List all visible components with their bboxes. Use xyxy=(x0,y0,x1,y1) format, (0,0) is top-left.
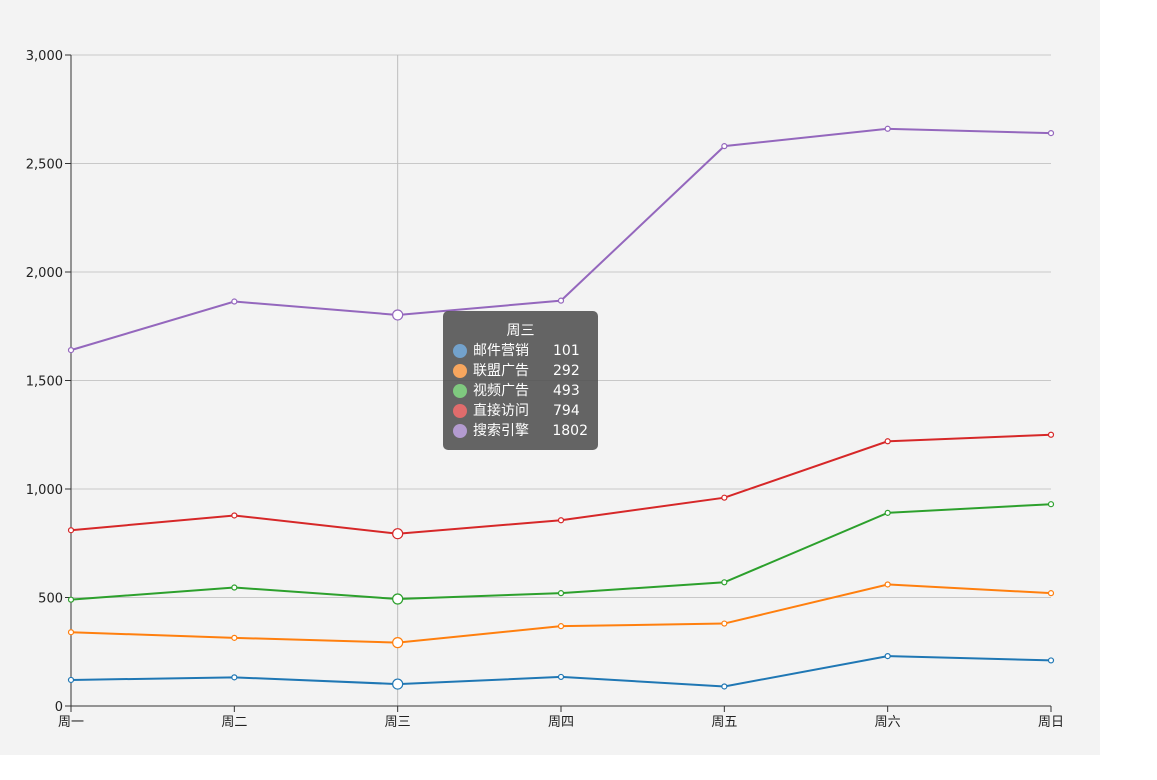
series-line xyxy=(70,655,1052,688)
tooltip-series-name: 搜索引擎 xyxy=(473,423,529,439)
tooltip-series-value: 292 xyxy=(553,363,580,379)
tooltip-row: 直接访问 794 xyxy=(453,401,588,421)
data-point[interactable] xyxy=(392,528,404,540)
data-point[interactable] xyxy=(557,297,565,304)
tooltip-series-name: 联盟广告 xyxy=(473,363,529,379)
tooltip-row: 联盟广告 292 xyxy=(453,361,588,381)
data-points xyxy=(67,125,1055,690)
x-tick-label: 周二 xyxy=(221,715,247,730)
line-chart: 05001,0001,5002,0002,5003,000周一 周二 周三 周四 周五周… xyxy=(26,49,1064,730)
x-tick-label: 周一 xyxy=(58,715,84,730)
y-tick-label: 500 xyxy=(38,592,63,607)
tooltip-series-name: 视频广告 xyxy=(473,383,529,399)
data-point[interactable] xyxy=(884,652,891,660)
data-point[interactable] xyxy=(1047,130,1055,137)
x-tick-label: 周三 xyxy=(385,715,411,730)
x-tick-label: 周日 xyxy=(1038,715,1064,730)
data-point[interactable] xyxy=(231,512,238,519)
y-tick-label: 3,000 xyxy=(26,49,63,64)
data-point[interactable] xyxy=(392,678,404,690)
data-point[interactable] xyxy=(557,673,565,681)
series-color-dot xyxy=(453,384,467,398)
tooltip-row: 视频广告 493 xyxy=(453,381,588,401)
series-color-dot xyxy=(453,424,467,438)
y-tick-label: 2,000 xyxy=(26,266,63,281)
data-point[interactable] xyxy=(884,509,891,516)
series-color-dot xyxy=(453,404,467,418)
data-point[interactable] xyxy=(231,634,238,641)
y-tick-label: 0 xyxy=(55,700,63,715)
tooltip: 周三 邮件营销 101 联盟广告 292 视频广告 493 直接访问 794 搜… xyxy=(443,311,598,450)
tooltip-series-name: 邮件营销 xyxy=(473,343,529,359)
chart-panel: 0 500 1,000 1,500 2,000 2,500 3,000 周一 周二 周三 周四 周五周… xyxy=(0,0,1100,755)
data-point[interactable] xyxy=(392,637,404,649)
data-point[interactable] xyxy=(721,494,728,501)
axes: 05001,0001,5002,0002,5003,000周一 周二 周三 周四 周五周… xyxy=(26,49,1064,730)
data-point[interactable] xyxy=(67,596,75,603)
tooltip-series-value: 101 xyxy=(553,343,580,359)
data-point[interactable] xyxy=(67,629,75,636)
data-point[interactable] xyxy=(1047,501,1055,508)
data-point[interactable] xyxy=(231,298,238,305)
data-point[interactable] xyxy=(721,620,728,627)
data-point[interactable] xyxy=(231,674,238,681)
data-point[interactable] xyxy=(721,579,728,586)
data-point[interactable] xyxy=(67,527,75,534)
data-point[interactable] xyxy=(67,676,75,684)
x-tick-label: 周六 xyxy=(875,715,901,730)
tooltip-row: 搜索引擎 1802 xyxy=(453,421,588,441)
data-point[interactable] xyxy=(721,143,728,150)
data-point[interactable] xyxy=(392,309,404,321)
y-tick-label: 2,500 xyxy=(26,158,63,173)
data-point[interactable] xyxy=(392,593,404,605)
data-point[interactable] xyxy=(1047,657,1055,664)
x-tick-label: 周四 xyxy=(548,715,574,730)
tooltip-series-value: 1802 xyxy=(552,423,588,439)
data-point[interactable] xyxy=(557,623,565,630)
tooltip-series-value: 794 xyxy=(553,403,580,419)
x-tick-label: 周五 xyxy=(711,715,737,730)
data-point[interactable] xyxy=(884,438,891,445)
tooltip-title: 周三 xyxy=(506,323,535,339)
data-point[interactable] xyxy=(1047,590,1055,597)
data-point[interactable] xyxy=(231,584,238,591)
data-point[interactable] xyxy=(884,125,891,132)
y-tick-label: 1,500 xyxy=(26,375,63,390)
series-color-dot xyxy=(453,364,467,378)
series-color-dot xyxy=(453,344,467,358)
data-point[interactable] xyxy=(557,517,565,524)
tooltip-series-value: 493 xyxy=(553,383,580,399)
data-point[interactable] xyxy=(67,347,75,354)
data-point[interactable] xyxy=(557,590,565,597)
tooltip-row: 邮件营销 101 xyxy=(453,341,588,361)
tooltip-series-name: 直接访问 xyxy=(473,403,529,419)
data-point[interactable] xyxy=(1047,431,1055,438)
y-tick-label: 1,000 xyxy=(26,483,63,498)
data-point[interactable] xyxy=(721,683,728,690)
data-point[interactable] xyxy=(884,581,891,588)
